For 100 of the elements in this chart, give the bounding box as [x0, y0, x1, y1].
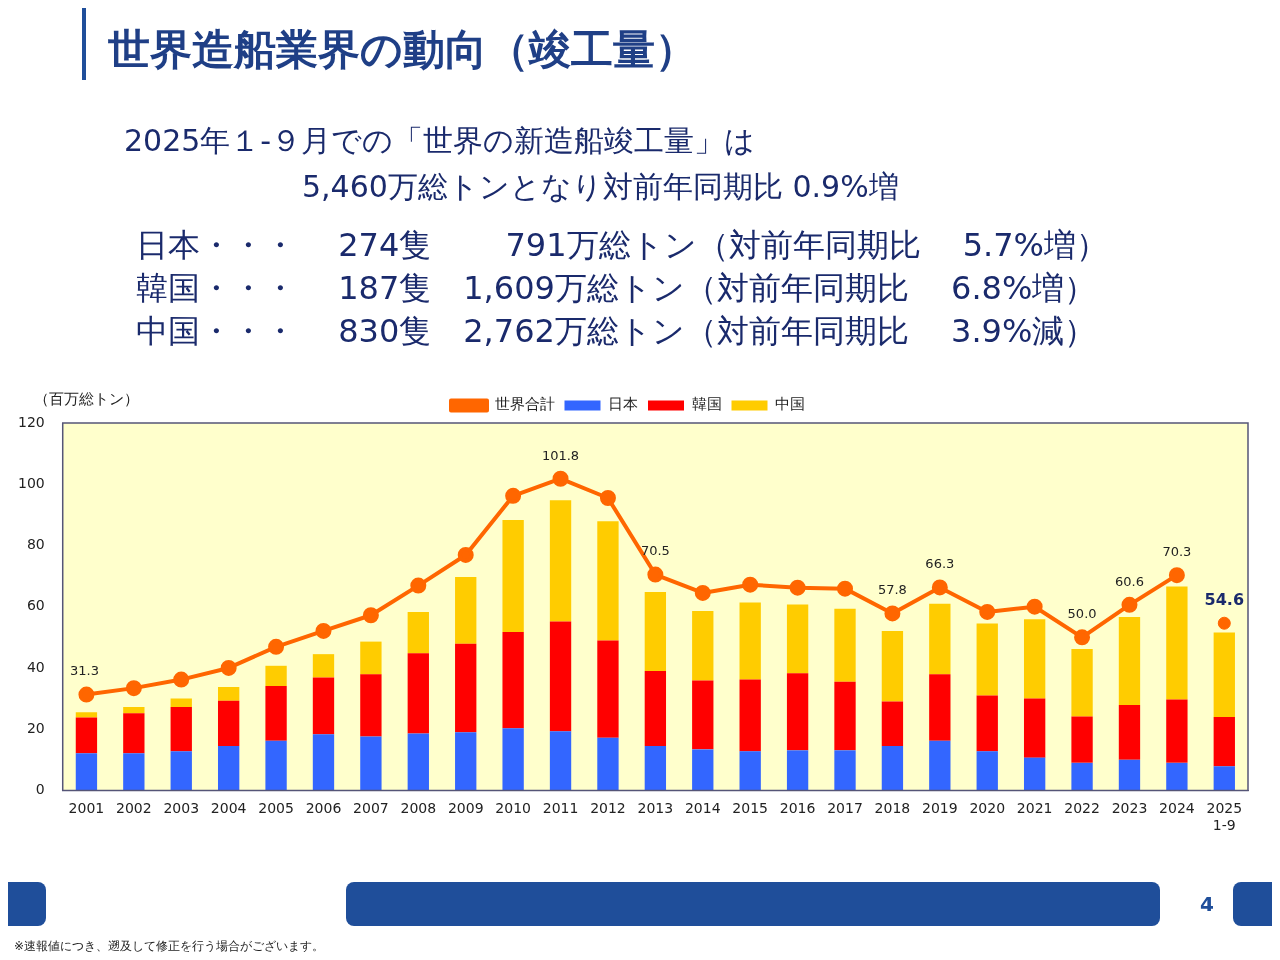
point	[789, 579, 806, 596]
bar	[1166, 586, 1188, 700]
bar	[170, 751, 192, 791]
x-tick-label: 2019	[922, 800, 958, 817]
bar	[1166, 699, 1188, 763]
bar	[1071, 648, 1093, 717]
x-tick-label: 2009	[447, 800, 484, 817]
x-tick-label: 2021	[1016, 800, 1053, 817]
text: ※速報値につき、遡及して修正を行う場合がございます。	[14, 938, 325, 954]
y-tick-label: 100	[17, 474, 45, 491]
point	[173, 671, 190, 688]
point	[220, 659, 237, 676]
text: 日本・・・ 274隻 791万総トン（対前年同期比 5.7%増）	[136, 225, 1108, 266]
x-tick-label: 2020	[969, 800, 1006, 817]
legend-label: 中国	[775, 395, 805, 414]
bar	[692, 610, 714, 681]
bar	[123, 713, 145, 754]
bar	[407, 653, 429, 734]
bar	[597, 521, 619, 641]
x-tick-label: 2012	[590, 800, 626, 817]
bar	[597, 737, 619, 791]
x-tick-label: 2023	[1111, 800, 1148, 817]
bar	[265, 740, 287, 791]
bar	[929, 674, 951, 741]
text: 4	[1200, 892, 1214, 916]
data-label: 66.3	[925, 556, 955, 572]
bar	[312, 677, 335, 735]
bar	[929, 740, 951, 791]
bar	[1166, 762, 1188, 791]
x-tick-label: 2013	[637, 800, 674, 817]
bar	[217, 686, 240, 701]
x-tick-label: 2015	[732, 800, 768, 817]
bar	[881, 701, 904, 747]
point	[931, 579, 948, 596]
point	[552, 470, 569, 487]
chart-subtitle: 2025年１-９月での「世界の新造船竣工量」は 5,460万総トンとなり対前年同期比 0.9%増	[124, 122, 899, 206]
data-label: 60.6	[1115, 573, 1144, 589]
bar	[455, 732, 477, 791]
bar	[881, 746, 904, 791]
bar	[692, 680, 714, 750]
bar	[502, 520, 524, 633]
point	[125, 680, 142, 697]
point	[1217, 616, 1231, 630]
point	[315, 622, 332, 639]
bar	[170, 707, 192, 752]
bar	[834, 750, 856, 791]
point	[599, 490, 616, 507]
x-tick-label: 2022	[1064, 800, 1100, 817]
x-tick-label: 2010	[495, 800, 531, 817]
bar	[739, 751, 761, 791]
bar	[502, 728, 524, 791]
bar	[1118, 617, 1141, 705]
bar	[75, 712, 98, 718]
bar	[455, 643, 477, 733]
bar	[265, 665, 287, 686]
bar	[217, 700, 240, 747]
data-label: 101.8	[541, 447, 580, 463]
y-tick-label: 60	[26, 597, 45, 614]
bar	[976, 751, 998, 791]
point	[362, 607, 379, 624]
y-tick-label: 80	[26, 536, 45, 553]
bar	[170, 698, 192, 708]
x-tick-label: 2003	[163, 800, 200, 817]
data-label: 50.0	[1067, 606, 1097, 622]
x-tick-label: 2016	[779, 800, 816, 817]
bar	[644, 746, 667, 791]
bar	[455, 577, 477, 644]
bar	[123, 707, 145, 714]
bar	[1213, 716, 1235, 767]
x-tick-label: 2024	[1159, 800, 1195, 817]
point	[457, 546, 474, 563]
bar	[549, 621, 572, 732]
bar	[217, 746, 240, 791]
legend-label: 韓国	[691, 395, 722, 414]
point	[1026, 598, 1043, 615]
data-label: 31.3	[69, 663, 99, 679]
bar	[312, 654, 335, 678]
bar	[739, 679, 761, 752]
bar	[549, 731, 572, 791]
x-tick-label: 2002	[116, 800, 152, 817]
data-label: 70.5	[640, 543, 670, 559]
x-tick-label: 2007	[353, 800, 389, 817]
bar	[265, 686, 287, 741]
bar	[786, 604, 809, 674]
y-tick-label: 0	[35, 781, 45, 798]
bar	[360, 674, 382, 737]
point	[1074, 629, 1091, 646]
bar	[1118, 704, 1141, 760]
x-tick-label: 2001	[68, 800, 105, 817]
point	[742, 576, 759, 593]
point	[647, 566, 664, 583]
x-tick-label: 2025 1-9	[1206, 800, 1243, 834]
bar	[786, 750, 809, 791]
y-tick-label: 40	[26, 658, 45, 675]
bar	[976, 695, 998, 752]
point	[78, 686, 95, 703]
bar	[644, 671, 667, 747]
bar	[834, 681, 856, 751]
legend-label: 日本	[608, 395, 638, 414]
x-tick-label: 2014	[684, 800, 721, 817]
